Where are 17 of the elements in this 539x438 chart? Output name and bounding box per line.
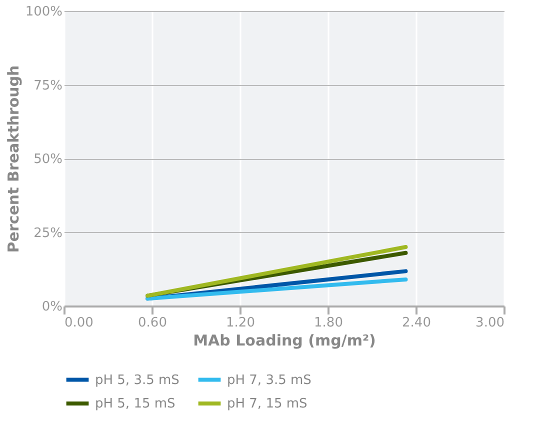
legend-label: pH 5, 15 mS [95, 396, 176, 412]
y-axis-title: Percent Breakthrough [4, 65, 22, 253]
y-tick-label: 75% [34, 78, 62, 94]
x-tick-label: 2.40 [402, 316, 431, 330]
y-tick-label: 50% [34, 152, 62, 167]
x-tick-label: 0.60 [138, 316, 167, 330]
x-tick-label: 1.80 [314, 316, 343, 330]
y-tick-label: 100% [25, 4, 62, 20]
x-tick-label: 3.00 [476, 316, 504, 330]
legend-label: pH 7, 15 mS [227, 396, 308, 412]
legend-label: pH 5, 3.5 mS [95, 372, 180, 388]
y-tick-label: 25% [34, 226, 62, 241]
legend-label: pH 7, 3.5 mS [227, 372, 312, 388]
x-tick-label: 1.20 [226, 316, 255, 330]
x-axis-title: MAb Loading (mg/m²) [193, 332, 376, 350]
x-tick-label: 0.00 [64, 316, 94, 330]
y-tick-label: 0% [42, 300, 62, 314]
